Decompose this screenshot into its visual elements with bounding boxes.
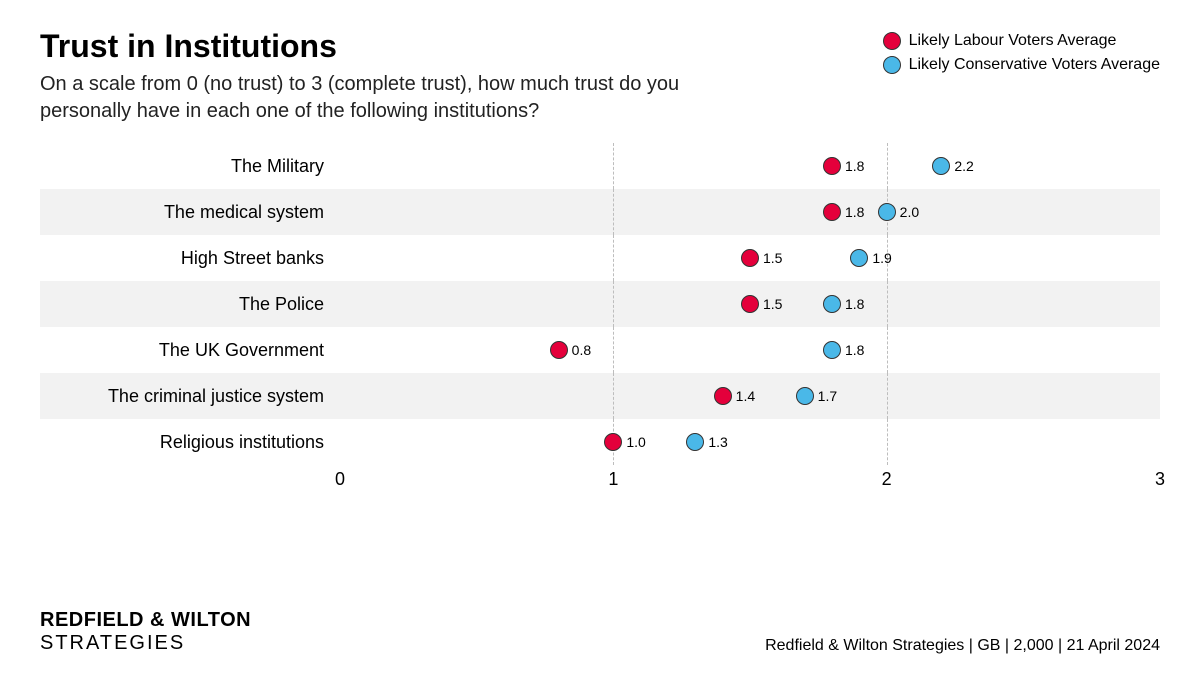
gridline <box>887 143 888 189</box>
conservative-value: 2.2 <box>954 158 973 174</box>
labour-dot <box>714 387 732 405</box>
labour-value: 1.5 <box>763 296 782 312</box>
gridline <box>613 189 614 235</box>
legend: Likely Labour Voters Average Likely Conse… <box>883 32 1160 80</box>
source-line: Redfield & Wilton Strategies | GB | 2,00… <box>765 637 1160 655</box>
conservative-value: 1.9 <box>872 250 891 266</box>
row-plot: 1.0 1.3 <box>340 419 1160 465</box>
row-plot: 1.5 1.9 <box>340 235 1160 281</box>
chart-row: The criminal justice system 1.4 1.7 <box>40 373 1160 419</box>
conservative-dot <box>823 295 841 313</box>
row-label: The medical system <box>40 202 340 223</box>
row-label: The criminal justice system <box>40 386 340 407</box>
conservative-value: 1.8 <box>845 342 864 358</box>
row-label: Religious institutions <box>40 432 340 453</box>
brand: REDFIELD & WILTON STRATEGIES <box>40 609 251 655</box>
gridline <box>613 281 614 327</box>
dot-plot: The Military 1.8 2.2 The medical system 1.8 2… <box>40 143 1160 465</box>
labour-value: 1.4 <box>736 388 755 404</box>
chart-row: High Street banks 1.5 1.9 <box>40 235 1160 281</box>
row-plot: 1.8 2.0 <box>340 189 1160 235</box>
legend-label: Likely Labour Voters Average <box>909 32 1117 50</box>
conservative-value: 1.3 <box>708 434 727 450</box>
chart-row: The Military 1.8 2.2 <box>40 143 1160 189</box>
conservative-value: 1.8 <box>845 296 864 312</box>
x-tick: 0 <box>335 469 345 490</box>
chart-row: The medical system 1.8 2.0 <box>40 189 1160 235</box>
labour-dot <box>823 203 841 221</box>
conservative-value: 1.7 <box>818 388 837 404</box>
conservative-dot <box>823 341 841 359</box>
brand-line2: STRATEGIES <box>40 632 251 655</box>
x-axis: 0123 <box>340 465 1160 493</box>
labour-value: 1.8 <box>845 158 864 174</box>
chart-row: Religious institutions 1.0 1.3 <box>40 419 1160 465</box>
conservative-dot <box>932 157 950 175</box>
row-label: The Military <box>40 156 340 177</box>
legend-item: Likely Conservative Voters Average <box>883 56 1160 74</box>
conservative-dot <box>878 203 896 221</box>
conservative-dot <box>686 433 704 451</box>
labour-value: 1.0 <box>626 434 645 450</box>
labour-value: 1.5 <box>763 250 782 266</box>
gridline <box>613 143 614 189</box>
labour-dot <box>550 341 568 359</box>
gridline <box>887 281 888 327</box>
x-tick: 2 <box>882 469 892 490</box>
labour-dot <box>741 295 759 313</box>
row-label: The UK Government <box>40 340 340 361</box>
gridline <box>613 373 614 419</box>
labour-dot <box>823 157 841 175</box>
conservative-dot <box>850 249 868 267</box>
row-label: The Police <box>40 294 340 315</box>
labour-value: 0.8 <box>572 342 591 358</box>
gridline <box>887 419 888 465</box>
chart-title: Trust in Institutions <box>40 28 680 65</box>
legend-dot <box>883 32 901 50</box>
gridline <box>613 327 614 373</box>
row-plot: 1.8 2.2 <box>340 143 1160 189</box>
labour-dot <box>741 249 759 267</box>
row-plot: 0.8 1.8 <box>340 327 1160 373</box>
chart-row: The Police 1.5 1.8 <box>40 281 1160 327</box>
gridline <box>887 327 888 373</box>
x-tick: 1 <box>608 469 618 490</box>
legend-dot <box>883 56 901 74</box>
row-plot: 1.4 1.7 <box>340 373 1160 419</box>
gridline <box>887 373 888 419</box>
conservative-value: 2.0 <box>900 204 919 220</box>
x-tick: 3 <box>1155 469 1165 490</box>
legend-label: Likely Conservative Voters Average <box>909 56 1160 74</box>
labour-value: 1.8 <box>845 204 864 220</box>
brand-line1: REDFIELD & WILTON <box>40 609 251 632</box>
gridline <box>613 235 614 281</box>
chart-row: The UK Government 0.8 1.8 <box>40 327 1160 373</box>
conservative-dot <box>796 387 814 405</box>
row-label: High Street banks <box>40 248 340 269</box>
labour-dot <box>604 433 622 451</box>
legend-item: Likely Labour Voters Average <box>883 32 1160 50</box>
row-plot: 1.5 1.8 <box>340 281 1160 327</box>
chart-subtitle: On a scale from 0 (no trust) to 3 (compl… <box>40 71 680 125</box>
